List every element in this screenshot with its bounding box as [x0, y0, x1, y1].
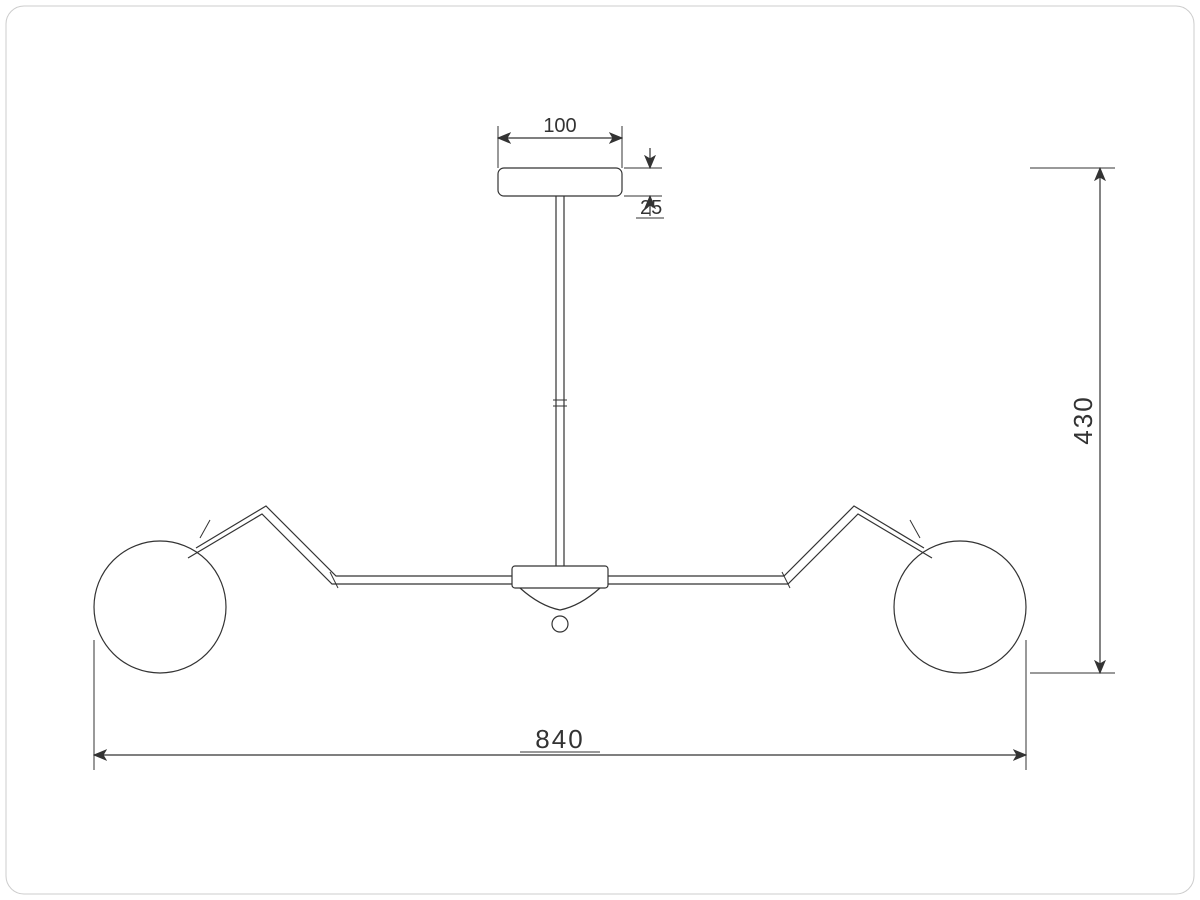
fixture [94, 168, 1026, 673]
dim-canopy-width-value: 100 [543, 115, 576, 137]
page-frame [6, 6, 1194, 894]
canopy [498, 168, 622, 196]
dim-canopy-height: 25 [624, 148, 664, 219]
dim-total-width: 840 [94, 640, 1026, 770]
hub [512, 566, 608, 632]
dim-total-width-value: 840 [535, 724, 584, 754]
globe-left [94, 541, 226, 673]
globe-right [894, 541, 1026, 673]
dim-total-height-value: 430 [1068, 395, 1098, 444]
arm-right [608, 506, 932, 588]
downrod [553, 196, 567, 566]
dim-total-height: 430 [1030, 168, 1115, 673]
dim-canopy-width: 100 [498, 115, 622, 168]
arm-left [188, 506, 512, 588]
technical-drawing: 840 430 100 25 [0, 0, 1200, 900]
dim-canopy-height-value: 25 [640, 197, 662, 219]
